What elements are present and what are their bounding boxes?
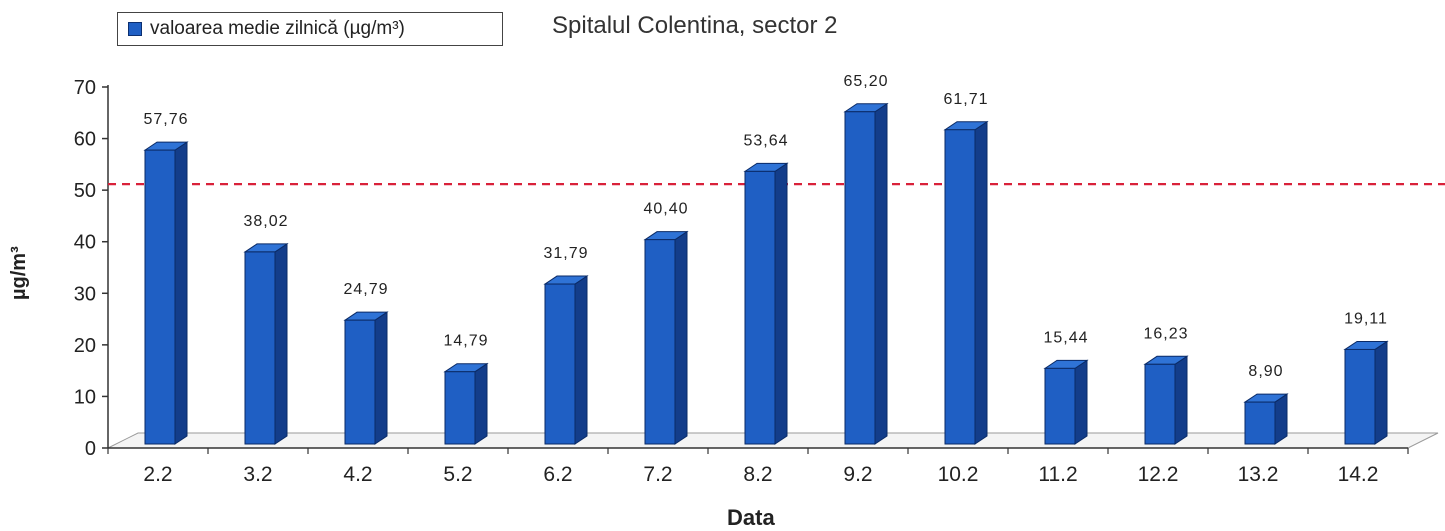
y-tick-label: 10 [74, 386, 96, 408]
x-tick-label-2.2: 2.2 [143, 463, 172, 486]
bar-side-9.2 [874, 102, 888, 445]
bar-11.2 [1044, 367, 1076, 445]
y-tick-label: 50 [74, 180, 96, 202]
data-label-11.2: 15,44 [1043, 329, 1088, 346]
x-tick-label-13.2: 13.2 [1238, 463, 1279, 486]
x-tick-label-14.2: 14.2 [1338, 463, 1379, 486]
data-label-3.2: 38,02 [243, 213, 288, 230]
chart-title: Spitalul Colentina, sector 2 [552, 12, 838, 39]
data-label-6.2: 31,79 [543, 245, 588, 262]
bar-3.2 [244, 251, 276, 445]
bar-14.2 [1344, 348, 1376, 445]
bar-12.2 [1144, 363, 1176, 445]
y-tick-label: 60 [74, 129, 96, 151]
data-label-2.2: 57,76 [143, 111, 188, 128]
bar-2.2 [144, 149, 176, 445]
legend-label: valoarea medie zilnică (µg/m³) [150, 18, 405, 39]
data-label-4.2: 24,79 [343, 281, 388, 298]
bar-side-4.2 [374, 311, 388, 445]
data-label-14.2: 19,11 [1344, 310, 1388, 327]
x-tick-label-12.2: 12.2 [1138, 463, 1179, 486]
y-tick-label: 20 [74, 335, 96, 357]
x-tick-label-5.2: 5.2 [443, 463, 472, 486]
x-tick-label-11.2: 11.2 [1038, 463, 1077, 486]
bar-5.2 [444, 371, 476, 445]
x-tick-label-9.2: 9.2 [843, 463, 872, 486]
bar-side-14.2 [1374, 340, 1388, 445]
bar-side-7.2 [674, 230, 688, 445]
bar-4.2 [344, 319, 376, 445]
bar-side-6.2 [574, 275, 588, 445]
data-label-7.2: 40,40 [643, 201, 688, 218]
data-label-9.2: 65,20 [843, 73, 888, 90]
bar-8.2 [744, 170, 776, 445]
legend-swatch-icon [128, 22, 142, 36]
bar-7.2 [644, 239, 676, 445]
x-axis-label: Data [727, 505, 775, 530]
bar-side-11.2 [1074, 359, 1088, 445]
bar-side-12.2 [1174, 355, 1188, 445]
bar-13.2 [1244, 401, 1276, 445]
y-tick-label: 70 [74, 77, 96, 99]
bar-9.2 [844, 111, 876, 445]
data-label-12.2: 16,23 [1143, 325, 1188, 342]
x-tick-label-3.2: 3.2 [243, 463, 272, 486]
x-tick-label-7.2: 7.2 [643, 463, 672, 486]
bar-side-2.2 [174, 141, 188, 445]
data-label-13.2: 8,90 [1248, 363, 1283, 380]
y-tick-label: 40 [74, 232, 96, 254]
bar-side-8.2 [774, 162, 788, 445]
bar-side-5.2 [474, 362, 488, 445]
data-label-10.2: 61,71 [943, 91, 988, 108]
y-tick-label: 30 [74, 283, 96, 305]
data-label-5.2: 14,79 [443, 333, 488, 350]
x-tick-label-4.2: 4.2 [343, 463, 372, 486]
data-label-8.2: 53,64 [743, 132, 788, 149]
bar-10.2 [944, 129, 976, 445]
bar-side-13.2 [1274, 393, 1288, 445]
x-tick-label-8.2: 8.2 [743, 463, 772, 486]
bar-side-10.2 [974, 120, 988, 445]
bar-side-3.2 [274, 242, 288, 445]
x-tick-label-6.2: 6.2 [543, 463, 572, 486]
y-tick-label: 0 [85, 438, 96, 460]
legend: valoarea medie zilnică (µg/m³) [117, 12, 503, 46]
x-tick-label-10.2: 10.2 [938, 463, 979, 486]
bar-6.2 [544, 283, 576, 445]
